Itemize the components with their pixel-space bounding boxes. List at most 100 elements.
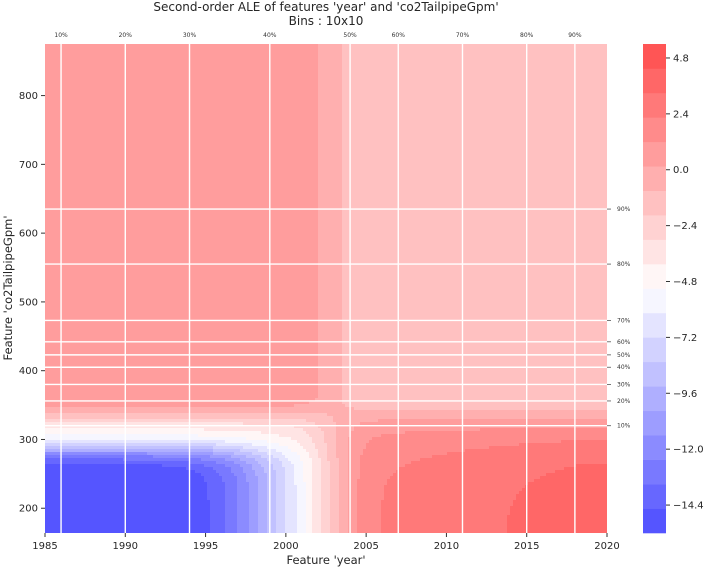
heatmap-cell	[471, 104, 475, 108]
heatmap-cell	[225, 56, 229, 60]
heatmap-cell	[339, 68, 343, 72]
heatmap-cell	[237, 92, 241, 96]
heatmap-cell	[291, 122, 295, 126]
heatmap-cell	[108, 101, 112, 105]
heatmap-cell	[126, 113, 130, 117]
heatmap-cell	[432, 95, 436, 99]
heatmap-cell	[210, 77, 214, 81]
heatmap-cell	[87, 113, 91, 117]
heatmap-cell	[216, 44, 220, 48]
heatmap-cell	[576, 119, 580, 123]
heatmap-cell	[558, 65, 562, 69]
heatmap-cell	[267, 104, 271, 108]
heatmap-cell	[474, 44, 478, 48]
heatmap-cell	[453, 119, 457, 123]
heatmap-cell	[582, 56, 586, 60]
heatmap-cell	[363, 71, 367, 75]
heatmap-cell	[237, 80, 241, 84]
heatmap-cell	[270, 116, 274, 120]
heatmap-cell	[303, 119, 307, 123]
heatmap-cell	[471, 47, 475, 51]
heatmap-cell	[576, 47, 580, 51]
heatmap-cell	[531, 95, 535, 99]
heatmap-cell	[375, 53, 379, 57]
heatmap-cell	[450, 44, 454, 48]
heatmap-cell	[258, 119, 262, 123]
heatmap-cell	[249, 56, 253, 60]
heatmap-cell	[189, 98, 193, 102]
heatmap-cell	[225, 101, 229, 105]
heatmap-cell	[318, 89, 322, 93]
heatmap-cell	[207, 89, 211, 93]
heatmap-cell	[189, 59, 193, 63]
heatmap-cell	[54, 110, 58, 114]
heatmap-cell	[318, 122, 322, 126]
heatmap-cell	[552, 44, 556, 48]
heatmap-cell	[324, 62, 328, 66]
heatmap-cell	[531, 68, 535, 72]
heatmap-cell	[297, 77, 301, 81]
heatmap-cell	[312, 113, 316, 117]
heatmap-cell	[537, 92, 541, 96]
heatmap-cell	[393, 116, 397, 120]
heatmap-cell	[510, 56, 514, 60]
heatmap-cell	[399, 86, 403, 90]
heatmap-cell	[96, 83, 100, 87]
heatmap-cell	[519, 77, 523, 81]
heatmap-cell	[471, 83, 475, 87]
heatmap-cell	[498, 80, 502, 84]
heatmap-cell	[540, 77, 544, 81]
heatmap-cell	[252, 104, 256, 108]
heatmap-cell	[186, 107, 190, 111]
heatmap-cell	[255, 71, 259, 75]
heatmap-cell	[480, 107, 484, 111]
heatmap-cell	[174, 110, 178, 114]
heatmap-cell	[180, 56, 184, 60]
heatmap-cell	[78, 62, 82, 66]
heatmap-cell	[66, 86, 70, 90]
heatmap-cell	[447, 50, 451, 54]
heatmap-cell	[171, 119, 175, 123]
heatmap-cell	[177, 47, 181, 51]
heatmap-cell	[117, 92, 121, 96]
heatmap-cell	[429, 71, 433, 75]
heatmap-cell	[192, 101, 196, 105]
heatmap-cell	[129, 104, 133, 108]
heatmap-cell	[357, 101, 361, 105]
heatmap-cell	[177, 44, 181, 48]
heatmap-cell	[213, 68, 217, 72]
heatmap-cell	[603, 95, 607, 99]
heatmap-cell	[384, 92, 388, 96]
heatmap-cell	[195, 101, 199, 105]
heatmap-cell	[360, 92, 364, 96]
heatmap-cell	[549, 95, 553, 99]
heatmap-cell	[378, 86, 382, 90]
heatmap-cell	[336, 44, 340, 48]
heatmap-cell	[285, 83, 289, 87]
heatmap-cell	[57, 107, 61, 111]
heatmap-cell	[45, 98, 49, 102]
heatmap-cell	[321, 62, 325, 66]
heatmap-cell	[522, 77, 526, 81]
heatmap-cell	[174, 44, 178, 48]
heatmap-cell	[57, 62, 61, 66]
heatmap-cell	[45, 122, 49, 126]
heatmap-cell	[354, 74, 358, 78]
heatmap-cell	[594, 89, 598, 93]
heatmap-cell	[534, 77, 538, 81]
heatmap-cell	[252, 101, 256, 105]
heatmap-cell	[210, 50, 214, 54]
heatmap-cell	[210, 59, 214, 63]
heatmap-cell	[228, 77, 232, 81]
heatmap-cell	[570, 71, 574, 75]
heatmap-cell	[516, 83, 520, 87]
heatmap-cell	[420, 59, 424, 63]
heatmap-cell	[417, 110, 421, 114]
heatmap-cell	[255, 47, 259, 51]
heatmap-cell	[237, 65, 241, 69]
heatmap-cell	[135, 122, 139, 126]
heatmap-cell	[417, 86, 421, 90]
heatmap-cell	[300, 50, 304, 54]
heatmap-cell	[153, 104, 157, 108]
heatmap-cell	[144, 122, 148, 126]
